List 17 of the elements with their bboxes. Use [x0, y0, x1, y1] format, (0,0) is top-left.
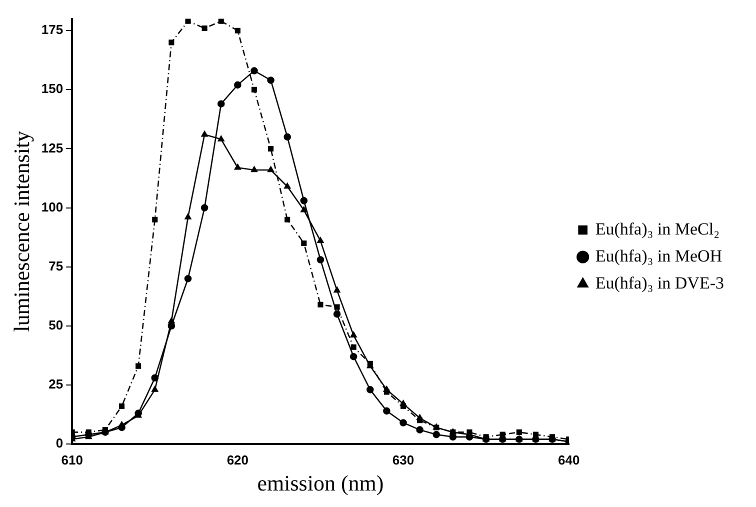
y-tick-label: 100 — [41, 199, 64, 214]
x-tick-label: 620 — [226, 452, 249, 468]
y-axis-title: luminescence intensity — [8, 130, 34, 332]
x-tick-label: 640 — [558, 452, 580, 468]
x-tick-label: 610 — [61, 452, 83, 468]
y-tick-label: 50 — [48, 317, 64, 332]
legend-label: Eu(hfa)₃ in MeOH — [595, 246, 722, 266]
y-tick-label: 25 — [48, 376, 64, 392]
x-axis-title: emission (nm) — [257, 470, 384, 496]
legend-label: Eu(hfa)₃ in DVE-3 — [595, 273, 724, 292]
y-tick-label: 75 — [48, 258, 64, 274]
y-tick-label: 0 — [56, 436, 64, 451]
x-tick-label: 630 — [392, 452, 414, 468]
y-tick-label: 150 — [41, 81, 64, 96]
y-tick-label: 125 — [41, 140, 64, 156]
legend-label: Eu(hfa)₃ in MeCl₂ — [595, 219, 720, 238]
y-tick-label: 175 — [41, 22, 64, 38]
